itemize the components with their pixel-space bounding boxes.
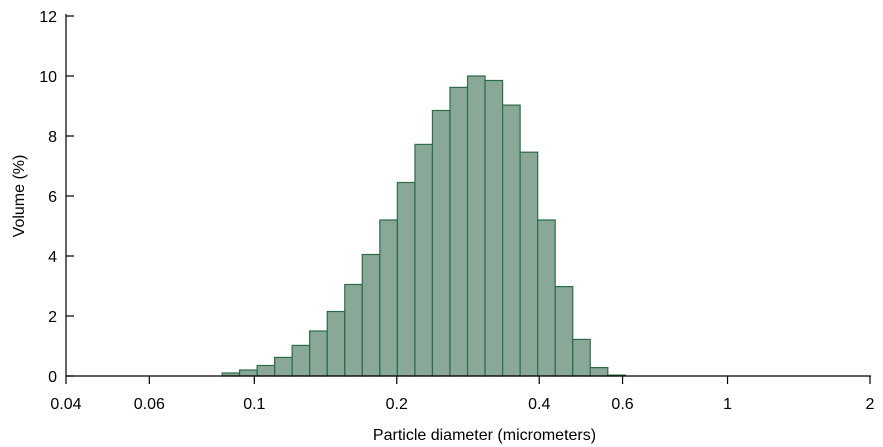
y-axis-label: Volume (%) <box>11 155 28 238</box>
y-tick-label: 4 <box>48 249 57 266</box>
histogram-bar <box>379 219 398 377</box>
x-tick-label: 0.6 <box>611 396 633 413</box>
histogram-bar <box>361 253 381 377</box>
x-tick-label: 0.2 <box>386 396 408 413</box>
histogram-bar <box>466 75 486 377</box>
histogram-bar <box>256 364 276 377</box>
y-tick-label: 12 <box>39 9 57 26</box>
histogram-bar <box>537 219 556 377</box>
x-tick-label: 0.1 <box>243 396 265 413</box>
x-tick-label: 0.04 <box>50 396 81 413</box>
histogram-bar <box>501 104 521 377</box>
histogram-bar <box>309 330 328 377</box>
y-tick-label: 0 <box>48 369 57 386</box>
histogram-bar <box>396 181 416 377</box>
y-tick-label: 2 <box>48 309 57 326</box>
histogram-bar <box>449 86 469 377</box>
x-tick-label: 0.4 <box>528 396 550 413</box>
histogram-bar <box>344 283 363 377</box>
x-tick-label: 1 <box>723 396 732 413</box>
y-tick-label: 10 <box>39 69 57 86</box>
x-tick-label: 2 <box>866 396 875 413</box>
histogram-bar <box>239 369 258 377</box>
histogram-bar <box>414 143 434 377</box>
histogram-bar <box>274 356 293 377</box>
histogram-bar <box>519 151 539 377</box>
x-tick-label: 0.06 <box>134 396 165 413</box>
histogram-bar <box>589 367 609 377</box>
y-tick-label: 6 <box>48 189 57 206</box>
histogram-bar <box>326 310 346 377</box>
x-axis-label: Particle diameter (micrometers) <box>373 427 596 444</box>
histogram-bar <box>431 109 451 377</box>
histogram-bar <box>554 286 574 377</box>
histogram-bar <box>572 338 591 377</box>
bars-group <box>221 75 626 377</box>
histogram-bar <box>291 344 311 377</box>
y-tick-label: 8 <box>48 129 57 146</box>
histogram-bar <box>484 79 504 377</box>
